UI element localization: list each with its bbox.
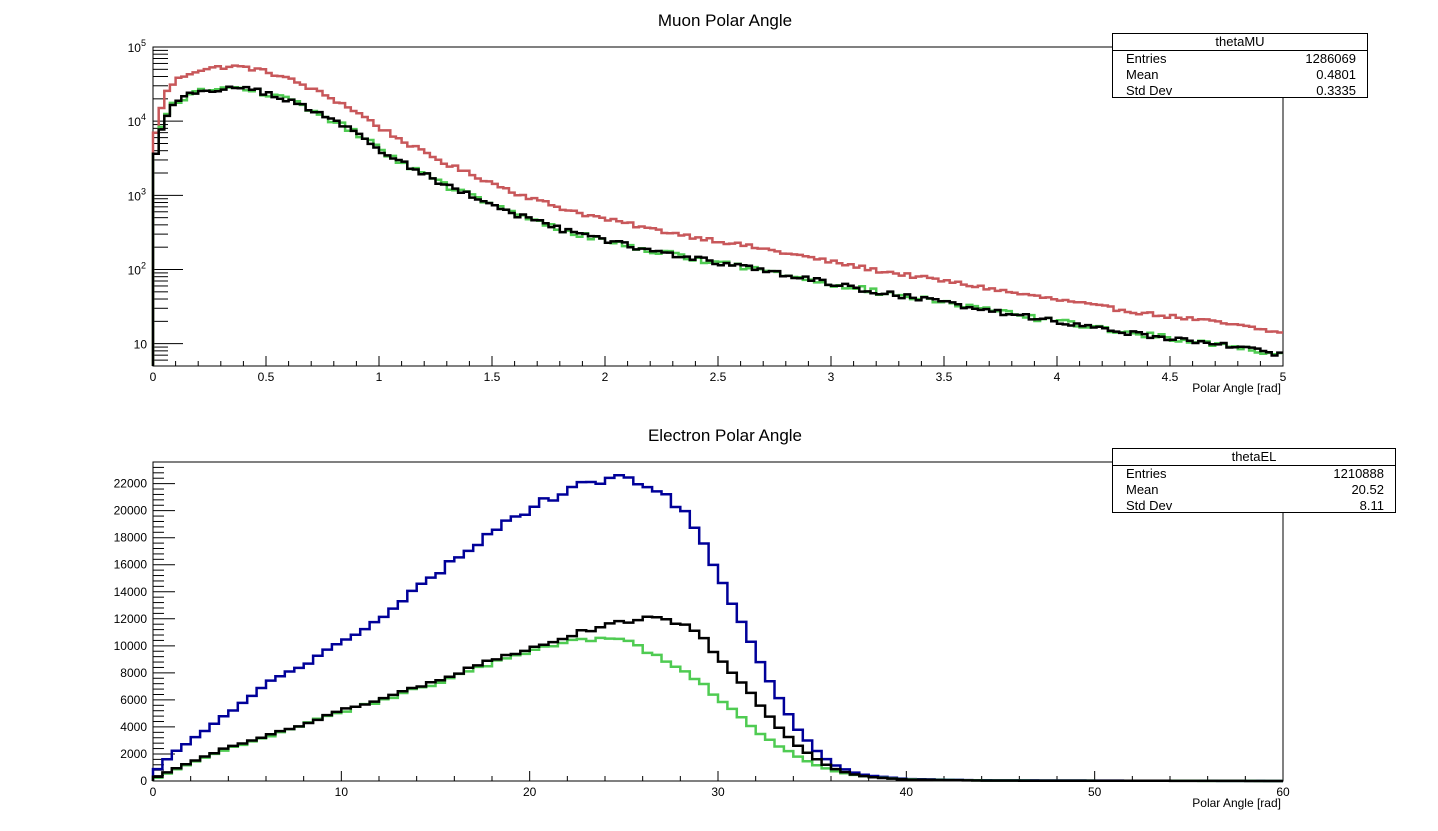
stats-value: 0.4801 [1316,67,1356,82]
y-tick-label: 6000 [120,693,147,707]
stats-label: Mean [1126,67,1159,82]
y-tick-label: 0 [140,774,147,788]
chart-title: Electron Polar Angle [648,426,802,445]
x-tick-label: 50 [1088,785,1102,799]
y-tick-label: 18000 [114,531,148,545]
x-tick-label: 2.5 [710,370,727,384]
x-tick-label: 3.5 [936,370,953,384]
x-axis-label: Polar Angle [rad] [1192,796,1281,810]
y-tick-label: 10000 [114,639,148,653]
y-tick-label: 10 [134,338,148,352]
stats-box-muon-title: thetaMU [1113,34,1367,51]
stats-label: Std Dev [1126,83,1173,98]
stats-label: Mean [1126,482,1159,497]
y-tick-label: 103 [128,186,146,203]
y-tick-label: 12000 [114,612,148,626]
x-tick-label: 5 [1280,370,1287,384]
x-tick-label: 20 [523,785,537,799]
stats-row-stddev: Std Dev 8.11 [1113,498,1395,514]
x-tick-label: 3 [828,370,835,384]
stats-value: 8.11 [1359,498,1384,513]
y-tick-label: 16000 [114,558,148,572]
y-tick-label: 22000 [114,477,148,491]
histogram-series-black [151,85,1283,366]
histogram-series-blue [151,473,1283,783]
stats-value: 0.3335 [1316,83,1356,98]
histogram-series-black [151,615,1283,783]
stats-label: Std Dev [1126,498,1173,513]
chart-muon: Muon Polar Angle 0 0.5 1 1.5 2 2.5 3 3.5 4 4.5 5Pol… [128,11,1287,395]
x-tick-label: 30 [711,785,725,799]
y-tick-label: 2000 [120,747,147,761]
histogram-series-green [151,86,1283,366]
x-tick-label: 4.5 [1162,370,1179,384]
stats-box-muon: thetaMU Entries 1286069 Mean 0.4801 Std De… [1112,33,1368,98]
stats-label: Entries [1126,51,1167,66]
y-tick-label: 105 [128,38,146,55]
x-tick-label: 40 [900,785,914,799]
x-tick-label: 2 [602,370,609,384]
x-tick-label: 0 [150,785,157,799]
stats-value: 1210888 [1333,466,1384,481]
x-tick-label: 0 [150,370,157,384]
x-tick-label: 1 [376,370,383,384]
stats-row-entries: Entries 1286069 [1113,51,1367,67]
x-tick-label: 10 [335,785,349,799]
stats-row-entries: Entries 1210888 [1113,466,1395,482]
stats-label: Entries [1126,466,1167,481]
y-tick-label: 14000 [114,585,148,599]
stats-box-electron-title: thetaEL [1113,449,1395,466]
y-tick-label: 4000 [120,720,147,734]
stats-box-electron: thetaEL Entries 1210888 Mean 20.52 Std Dev… [1112,448,1396,513]
stats-value: 20.52 [1351,482,1384,497]
y-tick-label: 20000 [114,504,148,518]
y-tick-label: 8000 [120,666,147,680]
x-tick-label: 4 [1054,370,1061,384]
x-tick-label: 1.5 [484,370,501,384]
stats-row-mean: Mean 0.4801 [1113,67,1367,83]
stats-row-mean: Mean 20.52 [1113,482,1395,498]
stats-row-stddev: Std Dev 0.3335 [1113,83,1367,99]
histogram-series-red [151,64,1283,366]
y-tick-label: 102 [128,261,146,278]
stats-value: 1286069 [1305,51,1356,66]
y-tick-label: 104 [128,112,146,129]
x-tick-label: 0.5 [258,370,275,384]
chart-title: Muon Polar Angle [658,11,792,30]
x-tick-label: 60 [1276,785,1290,799]
x-axis-label: Polar Angle [rad] [1192,381,1281,395]
